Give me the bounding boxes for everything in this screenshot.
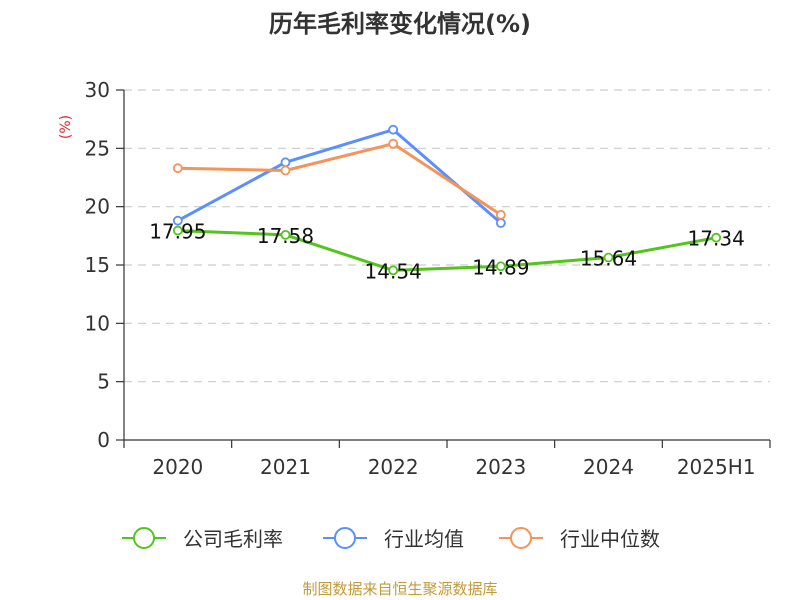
y-tick-label: 10 [85, 311, 110, 335]
axes: 0 5 10 15 20 25 30 2020 2021 2022 2023 2024 2025H1 [85, 78, 771, 479]
data-label: 17.95 [149, 220, 206, 244]
data-label: 14.54 [365, 259, 422, 283]
series-lines [172, 124, 722, 276]
chart-title: 历年毛利率变化情况(%) [269, 10, 531, 38]
series-line [177, 229, 717, 272]
data-point [172, 225, 183, 236]
x-tick-label: 2022 [368, 455, 419, 479]
x-tick-label: 2023 [475, 455, 526, 479]
legend: 公司毛利率 行业均值 行业中位数 [122, 527, 660, 551]
data-point [172, 215, 183, 226]
y-tick-label: 25 [85, 136, 110, 160]
data-point [711, 232, 722, 243]
series-line [177, 128, 502, 225]
data-point [280, 165, 291, 176]
data-labels: 17.95 17.58 14.54 14.89 15.64 17.34 [149, 220, 745, 284]
y-tick-label: 20 [85, 195, 110, 219]
data-label: 17.34 [688, 227, 745, 251]
y-tick-label: 5 [97, 370, 110, 394]
y-tick-label: 0 [97, 428, 110, 452]
source-note: 制图数据来自恒生聚源数据库 [302, 580, 497, 598]
data-point [388, 265, 399, 276]
data-point [388, 138, 399, 149]
x-tick-label: 2024 [583, 455, 634, 479]
series-line [177, 142, 502, 217]
legend-label: 公司毛利率 [183, 527, 283, 551]
data-label: 15.64 [580, 247, 637, 271]
legend-marker [334, 527, 356, 549]
data-point [388, 124, 399, 135]
y-tick-label: 30 [85, 78, 110, 102]
y-tick-label: 15 [85, 253, 110, 277]
data-point [603, 252, 614, 263]
legend-label: 行业均值 [384, 527, 464, 551]
x-tick-label: 2025H1 [677, 455, 756, 479]
data-label: 14.89 [472, 255, 529, 279]
data-point [495, 261, 506, 272]
data-point [280, 157, 291, 168]
data-point [495, 218, 506, 228]
gridlines [124, 89, 770, 383]
legend-label: 行业中位数 [560, 527, 660, 551]
x-tick-label: 2021 [260, 455, 311, 479]
legend-marker [133, 527, 155, 549]
y-axis-unit: (%) [58, 115, 74, 139]
data-point [280, 229, 291, 240]
data-point [172, 163, 183, 174]
x-tick-label: 2020 [152, 455, 203, 479]
data-label: 17.58 [257, 224, 314, 248]
legend-marker [510, 527, 532, 549]
data-point [495, 209, 506, 220]
